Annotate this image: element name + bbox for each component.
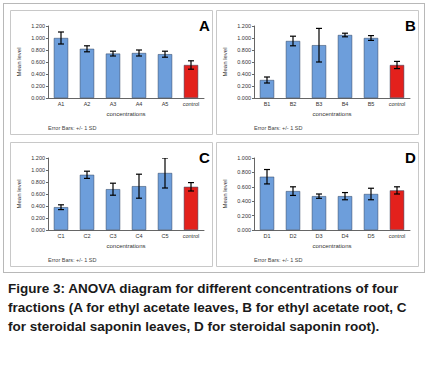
svg-text:Mean level: Mean level — [222, 179, 228, 208]
svg-text:C3: C3 — [109, 233, 116, 239]
svg-text:D5: D5 — [367, 233, 374, 239]
svg-text:A3: A3 — [110, 101, 117, 107]
svg-text:Error Bars: +/- 1 SD: Error Bars: +/- 1 SD — [48, 257, 96, 263]
svg-text:1.000: 1.000 — [237, 155, 251, 161]
svg-text:Error Bars: +/- 1 SD: Error Bars: +/- 1 SD — [254, 257, 302, 263]
svg-text:1.000: 1.000 — [237, 35, 251, 41]
svg-text:0.600: 0.600 — [237, 184, 251, 190]
svg-text:0.800: 0.800 — [31, 179, 45, 185]
svg-text:0.200: 0.200 — [31, 215, 45, 221]
svg-text:D1: D1 — [263, 233, 270, 239]
svg-text:0.600: 0.600 — [31, 59, 45, 65]
svg-text:B4: B4 — [342, 101, 349, 107]
svg-text:D4: D4 — [341, 233, 348, 239]
svg-text:concentrations: concentrations — [106, 243, 145, 249]
svg-text:Mean level: Mean level — [16, 47, 22, 76]
svg-text:Mean level: Mean level — [16, 179, 22, 208]
svg-text:Error Bars: +/- 1 SD: Error Bars: +/- 1 SD — [48, 125, 96, 131]
svg-text:control: control — [389, 233, 406, 239]
svg-text:0.800: 0.800 — [31, 47, 45, 53]
svg-text:B3: B3 — [316, 101, 323, 107]
svg-text:1.000: 1.000 — [31, 35, 45, 41]
svg-text:concentrations: concentrations — [312, 111, 351, 117]
svg-text:D3: D3 — [315, 233, 322, 239]
svg-text:1.200: 1.200 — [31, 23, 45, 29]
svg-text:0.200: 0.200 — [237, 83, 251, 89]
svg-text:B1: B1 — [264, 101, 271, 107]
svg-text:C1: C1 — [57, 233, 64, 239]
svg-text:A: A — [199, 17, 210, 34]
svg-text:1.200: 1.200 — [31, 155, 45, 161]
svg-text:A2: A2 — [84, 101, 91, 107]
svg-text:B: B — [405, 17, 416, 34]
svg-text:0.200: 0.200 — [31, 83, 45, 89]
svg-text:B5: B5 — [368, 101, 375, 107]
svg-text:0.600: 0.600 — [237, 59, 251, 65]
svg-text:C4: C4 — [135, 233, 142, 239]
svg-text:C5: C5 — [161, 233, 168, 239]
svg-text:D2: D2 — [289, 233, 296, 239]
svg-text:control: control — [389, 101, 406, 107]
svg-text:C2: C2 — [83, 233, 90, 239]
svg-text:0.400: 0.400 — [237, 198, 251, 204]
svg-text:D: D — [405, 149, 416, 166]
svg-text:1.200: 1.200 — [237, 23, 251, 29]
svg-text:0.600: 0.600 — [31, 191, 45, 197]
svg-text:B2: B2 — [290, 101, 297, 107]
svg-text:0.800: 0.800 — [237, 169, 251, 175]
svg-text:1.000: 1.000 — [31, 167, 45, 173]
svg-text:0.200: 0.200 — [237, 213, 251, 219]
svg-text:control: control — [183, 101, 200, 107]
svg-text:0.000: 0.000 — [31, 95, 45, 101]
svg-text:A4: A4 — [136, 101, 143, 107]
svg-text:0.000: 0.000 — [237, 227, 251, 233]
svg-text:0.400: 0.400 — [31, 203, 45, 209]
svg-text:C: C — [199, 149, 210, 166]
svg-text:A5: A5 — [162, 101, 169, 107]
svg-text:concentrations: concentrations — [106, 111, 145, 117]
svg-text:0.000: 0.000 — [237, 95, 251, 101]
svg-text:0.000: 0.000 — [31, 227, 45, 233]
svg-text:concentrations: concentrations — [312, 243, 351, 249]
svg-text:0.400: 0.400 — [31, 71, 45, 77]
svg-text:control: control — [183, 233, 200, 239]
svg-text:0.800: 0.800 — [237, 47, 251, 53]
svg-text:0.400: 0.400 — [237, 71, 251, 77]
svg-text:A1: A1 — [58, 101, 65, 107]
svg-text:Error Bars: +/- 1 SD: Error Bars: +/- 1 SD — [254, 125, 302, 131]
svg-text:Mean level: Mean level — [222, 47, 228, 76]
html-text:Figure 3: ANOVA diagram for di: Figure 3: ANOVA diagram for different co… — [8, 281, 407, 334]
